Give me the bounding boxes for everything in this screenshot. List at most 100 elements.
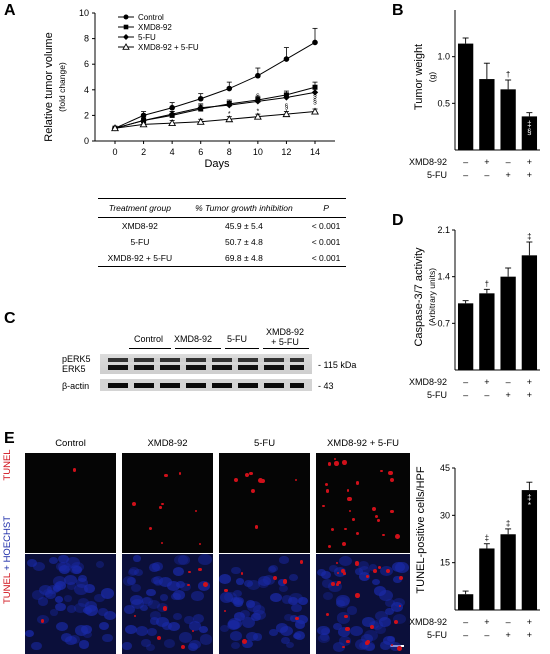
row-label-merged: TUNEL + HOECHST xyxy=(2,500,16,620)
tunel-positive-cell xyxy=(241,638,247,644)
condition-label-5fu: 5-FU xyxy=(427,170,447,180)
nucleus xyxy=(172,589,186,600)
y-tick-label: 2 xyxy=(84,110,89,120)
panel-label-d: D xyxy=(392,212,404,229)
band-perk5 xyxy=(108,358,304,362)
condition-sign: – xyxy=(463,377,468,387)
data-point xyxy=(312,39,318,46)
tunel-positive-cell xyxy=(342,542,347,547)
significance-marker: † xyxy=(506,70,510,79)
nucleus xyxy=(336,595,350,606)
micrograph-merged-combo xyxy=(316,554,410,654)
nucleus xyxy=(296,614,309,625)
data-point xyxy=(168,110,176,118)
tunel-positive-cell xyxy=(245,472,250,477)
nucleus xyxy=(73,584,88,596)
nucleus xyxy=(168,621,181,632)
y-tick-label: 10 xyxy=(79,8,89,18)
tunel-positive-cell xyxy=(158,506,162,509)
legend-label: 5-FU xyxy=(138,33,156,42)
panel-label-b: B xyxy=(392,2,404,19)
legend-marker xyxy=(122,43,130,50)
table-cell: < 0.001 xyxy=(311,237,341,247)
nucleus xyxy=(37,597,49,607)
nucleus xyxy=(370,619,384,630)
x-tick-label: 0 xyxy=(112,147,117,157)
condition-sign: – xyxy=(463,157,468,167)
data-point xyxy=(168,118,177,127)
nucleus xyxy=(262,575,275,585)
nucleus xyxy=(166,580,180,591)
nucleus xyxy=(361,634,373,644)
y-tick-label: 6 xyxy=(84,59,89,69)
condition-label-5fu: 5-FU xyxy=(427,390,447,400)
condition-sign: – xyxy=(484,630,489,640)
nucleus xyxy=(298,597,308,605)
data-point xyxy=(255,72,261,79)
tunel-positive-cell xyxy=(398,575,403,580)
nucleus xyxy=(184,616,194,624)
blot-strip-erk5 xyxy=(100,354,312,374)
tunel-positive-cell xyxy=(345,626,350,632)
nucleus xyxy=(358,560,370,570)
nucleus xyxy=(228,620,241,630)
legend-marker xyxy=(123,34,129,40)
nucleus xyxy=(74,625,89,636)
tunel-positive-cell xyxy=(330,527,335,532)
nucleus xyxy=(94,593,105,603)
nucleus xyxy=(145,643,155,652)
tunel-positive-cell xyxy=(390,478,395,483)
y-tick-label: 30 xyxy=(440,510,450,520)
tunel-positive-cell xyxy=(295,616,299,621)
tunel-positive-cell xyxy=(336,562,339,565)
nucleus xyxy=(244,580,254,587)
nucleus xyxy=(372,578,381,585)
legend-marker xyxy=(123,14,129,20)
table-cell: < 0.001 xyxy=(311,221,341,231)
blot-label-actin: β-actin xyxy=(62,381,90,391)
nucleus xyxy=(375,610,389,622)
nucleus xyxy=(58,564,70,574)
nucleus xyxy=(58,561,71,572)
tunel-positive-cell xyxy=(178,471,182,475)
table-cell: 50.7 ± 4.8 xyxy=(225,237,263,247)
nucleus xyxy=(239,609,250,618)
significance-marker: † xyxy=(485,279,489,288)
table-cell: 69.8 ± 4.8 xyxy=(181,250,307,267)
tunel-positive-cell xyxy=(349,509,352,512)
bar xyxy=(457,303,474,370)
nucleus xyxy=(321,578,334,588)
nucleus xyxy=(392,561,405,572)
nucleus xyxy=(275,623,288,633)
panel-label-e: E xyxy=(4,430,15,447)
micrograph-tunel-5fu xyxy=(219,453,310,553)
series-line xyxy=(114,91,316,129)
significance-marker: ‡ xyxy=(485,534,489,543)
nucleus xyxy=(329,564,338,572)
x-tick-label: 12 xyxy=(281,147,291,157)
condition-sign: + xyxy=(527,157,532,167)
nucleus xyxy=(328,580,343,592)
condition-sign: – xyxy=(463,630,468,640)
table-cell: 5-FU xyxy=(130,237,150,247)
y-tick-label: 15 xyxy=(440,558,450,568)
nucleus xyxy=(174,554,188,566)
nucleus xyxy=(317,633,330,644)
micro-col-xmd: XMD8-92 xyxy=(147,438,188,449)
tunel-positive-cell xyxy=(397,645,402,651)
nucleus xyxy=(172,567,184,576)
condition-sign: + xyxy=(484,377,489,387)
tunel-positive-cell xyxy=(202,582,208,588)
nucleus xyxy=(317,625,330,636)
nucleus xyxy=(386,635,395,643)
nucleus xyxy=(253,633,263,641)
condition-label-xmd: XMD8-92 xyxy=(409,157,447,167)
nucleus xyxy=(334,567,347,578)
nucleus xyxy=(349,625,363,637)
micrograph-merged-control xyxy=(25,554,116,654)
nucleus xyxy=(368,564,378,571)
nucleus xyxy=(31,590,44,600)
data-point xyxy=(282,110,291,118)
nucleus xyxy=(76,578,89,588)
nucleus xyxy=(157,603,169,613)
